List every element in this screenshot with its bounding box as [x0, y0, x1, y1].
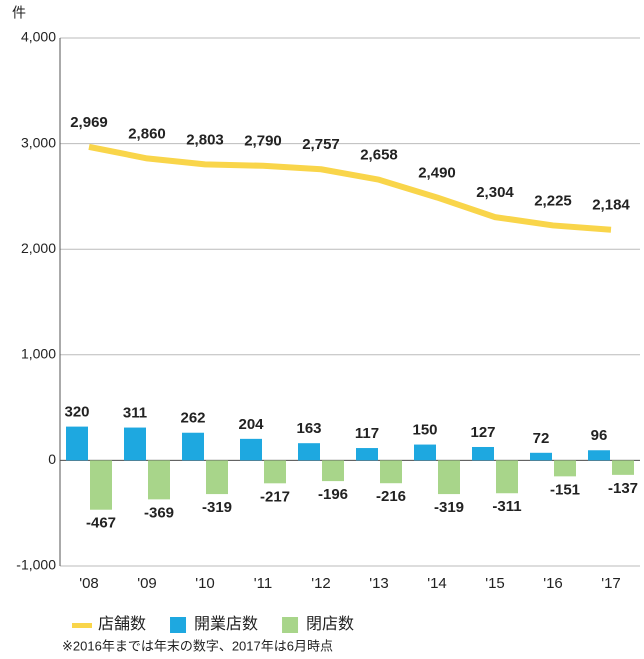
bar: [66, 426, 88, 461]
line-label: 2,860: [128, 125, 166, 142]
legend-label: 閉店数: [306, 615, 354, 633]
bar-label: -369: [144, 504, 174, 521]
line-label: 2,790: [244, 133, 282, 150]
bar-label: 72: [533, 430, 550, 447]
legend-label: 開業店数: [194, 615, 258, 633]
bar: [496, 460, 518, 494]
line-label: 2,490: [418, 164, 456, 181]
bar-label: 320: [64, 404, 89, 421]
bar-label: 127: [470, 424, 495, 441]
bar: [554, 460, 576, 477]
bar: [380, 460, 402, 484]
line-label: 2,184: [592, 197, 630, 214]
y-tick-label: 0: [48, 451, 56, 467]
y-tick-label: 3,000: [21, 134, 56, 150]
bar-label: -217: [260, 488, 290, 505]
bar: [356, 448, 378, 461]
line-label: 2,658: [360, 147, 398, 164]
y-tick-label: -1,000: [16, 557, 56, 573]
x-tick-label: '13: [369, 575, 389, 592]
bar-label: -311: [492, 498, 521, 515]
bar-label: 117: [355, 425, 379, 442]
bar: [438, 460, 460, 495]
bar-label: 204: [238, 416, 264, 433]
x-tick-label: '14: [427, 575, 447, 592]
bar-label: 150: [412, 422, 437, 439]
y-tick-label: 1,000: [21, 346, 56, 362]
bar: [588, 450, 610, 461]
y-tick-label: 2,000: [21, 240, 56, 256]
bar: [612, 460, 634, 475]
x-tick-label: '17: [601, 575, 621, 592]
y-unit: 件: [12, 5, 26, 21]
bar-label: -137: [608, 480, 638, 497]
bar-label: 96: [591, 427, 608, 444]
bar-label: -216: [376, 488, 406, 505]
x-tick-label: '15: [485, 575, 505, 592]
line-label: 2,225: [534, 192, 572, 209]
legend-label: 店舗数: [98, 615, 146, 633]
line-label: 2,803: [186, 131, 224, 148]
bar-label: 262: [180, 410, 205, 427]
x-tick-label: '09: [137, 575, 157, 592]
y-tick-label: 4,000: [21, 29, 56, 45]
bar-label: -319: [202, 499, 232, 516]
x-tick-label: '11: [254, 575, 272, 592]
bar: [414, 444, 436, 461]
bar: [240, 438, 262, 461]
line: [88, 143, 612, 233]
legend-swatch: [72, 623, 92, 628]
legend-swatch: [282, 617, 299, 633]
bar-label: 311: [123, 405, 147, 422]
x-tick-label: '10: [195, 575, 215, 592]
line-label: 2,757: [302, 136, 340, 153]
line-label: 2,969: [70, 114, 108, 131]
bar: [264, 460, 286, 484]
bar-label: -467: [86, 515, 116, 532]
bar-label: -151: [550, 481, 580, 498]
x-tick-label: '12: [311, 575, 331, 592]
bar: [182, 432, 204, 461]
legend-swatch: [170, 617, 187, 633]
bar-label: -196: [318, 486, 348, 503]
bar-label: -319: [434, 499, 464, 516]
bar-label: 163: [296, 420, 321, 437]
bar: [90, 460, 112, 510]
bar: [530, 452, 552, 461]
bar: [322, 460, 344, 482]
bar: [124, 427, 146, 461]
bar: [472, 446, 494, 461]
x-tick-label: '16: [543, 575, 563, 592]
bar: [298, 443, 320, 461]
note: ※2016年までは年末の数字、2017年は6月時点: [62, 638, 333, 653]
bar: [206, 460, 228, 495]
bar: [148, 460, 170, 500]
x-tick-label: '08: [79, 575, 99, 592]
line-label: 2,304: [476, 184, 514, 201]
